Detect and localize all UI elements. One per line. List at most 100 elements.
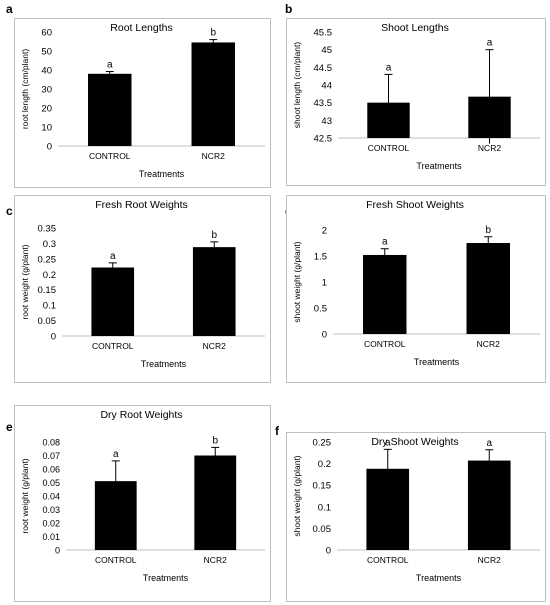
y-axis-title: root length (cm/plant) [20,49,30,129]
y-axis-title: shoot length (cm/plant) [292,42,302,129]
y-tick-label: 0.05 [313,524,332,535]
bar-ncr2 [467,460,511,550]
y-tick-label: 0.06 [42,465,60,475]
x-tick-label: CONTROL [368,143,410,153]
y-axis-title: shoot weight (g/plant) [292,241,302,322]
y-tick-label: 44.5 [314,63,333,74]
y-tick-label: 0.01 [42,532,60,542]
panel-letter-c: c [6,204,13,218]
y-tick-label: 0.07 [42,451,60,461]
y-axis-title: root weight (g/plant) [20,244,30,319]
y-tick-label: 30 [41,85,52,96]
x-tick-label: CONTROL [95,555,137,565]
significance-letter: a [386,62,392,73]
y-tick-label: 43.5 [314,98,333,109]
bar-control [91,267,135,336]
chart-title: Fresh Root Weights [95,199,188,211]
y-tick-label: 0 [51,332,56,343]
y-tick-label: 0 [326,546,331,557]
significance-letter: a [486,438,492,449]
y-tick-label: 0 [322,330,327,341]
y-tick-label: 0.25 [38,254,57,265]
significance-letter: a [385,437,391,448]
panel-letter-a: a [6,2,13,16]
significance-letter: b [211,230,217,241]
chart-title: Shoot Lengths [381,22,449,34]
y-tick-label: 0.2 [318,459,331,470]
x-tick-label: CONTROL [364,339,406,349]
bar-control [363,254,407,334]
x-axis-title: Treatments [416,573,462,583]
x-tick-label: CONTROL [89,151,131,161]
y-tick-label: 43 [321,116,332,127]
x-tick-label: NCR2 [478,555,501,565]
y-tick-label: 10 [41,123,52,134]
bar-ncr2 [192,247,236,336]
panel-letter-e: e [6,420,13,434]
y-tick-label: 0.15 [313,481,332,492]
panel-letter-f: f [275,424,279,438]
chart-title: Dry Shoot Weights [371,436,458,448]
significance-letter: a [110,251,116,262]
y-tick-label: 0.25 [313,438,332,449]
y-tick-label: 0.1 [318,502,331,513]
y-tick-label: 44 [321,81,332,92]
y-tick-label: 1.5 [314,252,327,263]
significance-letter: a [113,449,119,460]
chart-title: Dry Root Weights [100,409,182,421]
x-tick-label: NCR2 [477,339,500,349]
y-tick-label: 0.03 [42,505,60,515]
significance-letter: a [382,237,388,248]
y-tick-label: 45 [321,45,332,56]
bar-ncr2 [194,455,237,550]
y-tick-label: 0.2 [43,270,56,281]
y-tick-label: 0.1 [43,301,56,312]
y-tick-label: 40 [41,66,52,77]
significance-letter: a [107,60,113,71]
y-tick-label: 60 [41,28,52,39]
bar-ncr2 [191,42,235,147]
x-tick-label: CONTROL [367,555,409,565]
bar-ncr2 [466,243,510,334]
y-tick-label: 0.08 [42,438,60,448]
x-axis-title: Treatments [414,357,460,367]
x-tick-label: NCR2 [204,555,227,565]
x-tick-label: NCR2 [478,143,501,153]
y-tick-label: 0.5 [314,304,327,315]
panel-letter-b: b [285,2,293,16]
y-tick-label: 42.5 [314,134,333,145]
x-axis-title: Treatments [143,573,189,583]
significance-letter: b [210,28,216,39]
x-tick-label: NCR2 [202,151,225,161]
y-tick-label: 45.5 [314,28,333,39]
bar-control [88,73,132,146]
y-axis-title: shoot weight (g/plant) [292,455,302,536]
y-tick-label: 0.02 [42,519,60,529]
chart-title: Root Lengths [110,22,172,34]
y-tick-label: 0 [55,546,60,556]
y-tick-label: 0.04 [42,492,60,502]
y-tick-label: 0.35 [38,224,57,235]
x-tick-label: CONTROL [92,341,134,351]
y-tick-label: 0.05 [42,478,60,488]
y-tick-label: 0.15 [38,285,57,296]
y-tick-label: 0.3 [43,239,56,250]
significance-letter: b [212,435,218,446]
chart-title: Fresh Shoot Weights [366,199,464,211]
y-tick-label: 0 [47,142,52,153]
y-tick-label: 20 [41,104,52,115]
x-axis-title: Treatments [416,161,462,171]
x-tick-label: NCR2 [203,341,226,351]
y-tick-label: 2 [322,226,327,237]
y-tick-label: 0.05 [38,316,57,327]
significance-letter: b [485,225,491,236]
x-axis-title: Treatments [139,169,185,179]
y-tick-label: 50 [41,47,52,58]
y-tick-label: 1 [322,278,327,289]
